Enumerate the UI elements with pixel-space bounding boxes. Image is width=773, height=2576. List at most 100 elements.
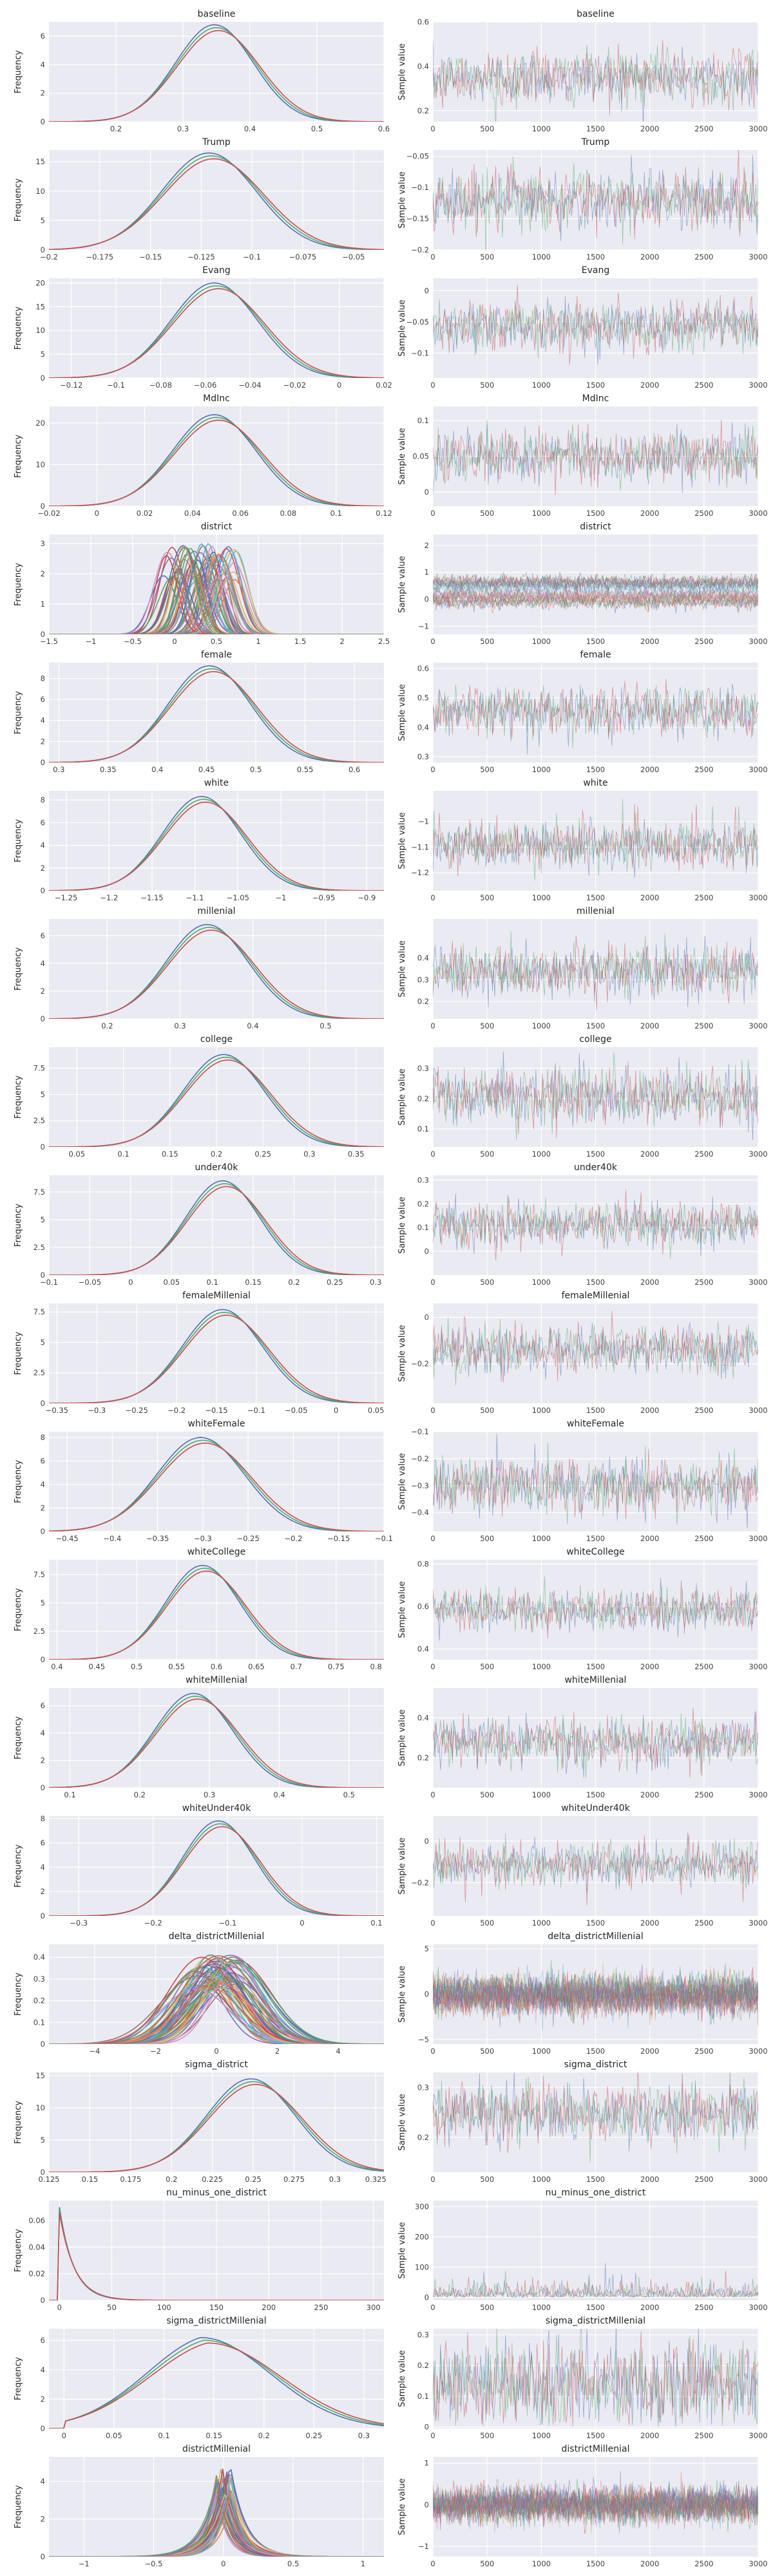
subplot-title: millenial (577, 906, 615, 916)
trace-line (433, 679, 758, 739)
x-tick-label: 0 (57, 2303, 62, 2312)
x-tick-label: 1000 (532, 1534, 551, 1543)
y-tick-label: 6 (41, 695, 45, 704)
y-tick-label: 0.1 (417, 1124, 429, 1133)
x-tick-label: 0.2 (101, 1021, 113, 1030)
density-plot-female: 0.3 0.35 0.4 0.45 0.5 0.55 0.6 0 2 4 6 8 female Frequ… (14, 650, 384, 774)
trace-plot-Trump: 0 500 1000 1500 2000 2500 3000 −0.2 −0.15 −0.1 −0.… (397, 137, 768, 261)
trace-line (433, 587, 758, 607)
y-tick-label: 2 (41, 1756, 45, 1765)
x-tick-label: 0.6 (378, 124, 390, 133)
x-tick-label: 0 (430, 2047, 435, 2056)
y-axis-label: Frequency (14, 2101, 23, 2144)
x-tick-label: 3000 (749, 381, 767, 390)
x-tick-label: 3000 (749, 509, 767, 518)
density-curve (49, 1698, 384, 1788)
x-tick-label: −0.12 (60, 381, 82, 390)
density-curve (49, 547, 384, 634)
x-tick-label: 2500 (694, 1918, 713, 1927)
y-tick-label: 2.5 (33, 1243, 45, 1252)
density-curve (49, 30, 384, 122)
density-plot-Trump: −0.2 −0.175 −0.15 −0.125 −0.1 −0.075 −0.05 0 5 10… (14, 137, 384, 261)
subplot-title: under40k (195, 1162, 239, 1173)
x-tick-label: 3000 (749, 2559, 767, 2568)
x-tick-label: 0 (430, 1534, 435, 1543)
y-tick-label: −0.3 (411, 1481, 429, 1490)
x-tick-label: 1000 (532, 124, 551, 133)
subplot-title: whiteCollege (187, 1547, 246, 1557)
x-tick-label: −0.2 (284, 1534, 302, 1543)
density-curve (49, 2479, 384, 2557)
trace-line (433, 155, 758, 242)
y-tick-label: 5 (41, 1090, 45, 1099)
x-tick-label: −0.1 (218, 1918, 236, 1927)
density-curve (49, 559, 384, 634)
y-tick-label: 5 (425, 1944, 429, 1953)
y-tick-label: −0.05 (406, 152, 429, 161)
y-axis-label: Frequency (14, 435, 23, 478)
density-plot-whiteFemale: −0.45 −0.4 −0.35 −0.3 −0.25 −0.2 −0.15 −0.1 0 2 4 6… (14, 1419, 393, 1543)
trace-line (433, 2480, 758, 2526)
x-tick-label: 2000 (640, 2431, 659, 2440)
x-tick-label: 500 (480, 1406, 494, 1415)
trace-line (433, 2263, 758, 2298)
y-tick-label: −1 (418, 817, 429, 826)
x-tick-label: 2 (339, 637, 344, 646)
density-curve (49, 2492, 384, 2557)
density-curve (49, 671, 384, 762)
trace-line (433, 1969, 758, 2017)
y-tick-label: 0.4 (417, 954, 429, 963)
y-tick-label: 2 (41, 89, 45, 98)
x-tick-label: 0.04 (184, 509, 201, 518)
x-tick-label: 500 (480, 381, 494, 390)
x-tick-label: 500 (480, 2559, 494, 2568)
y-tick-label: 0.6 (417, 17, 429, 26)
y-axis-label: Frequency (14, 2229, 23, 2272)
x-tick-label: 500 (480, 252, 494, 261)
y-tick-label: 0 (41, 1271, 45, 1280)
x-tick-label: 0 (430, 1790, 435, 1799)
x-tick-label: 3000 (749, 1150, 767, 1159)
x-tick-label: 2000 (640, 2047, 659, 2056)
y-tick-label: −1.1 (411, 842, 429, 851)
trace-line (433, 1580, 758, 1638)
trace-line (433, 419, 758, 495)
x-tick-label: 500 (480, 1534, 494, 1543)
trace-plot-nu_minus_one_district: 0 500 1000 1500 2000 2500 3000 0 100 200 300 nu_min… (397, 2188, 768, 2312)
x-tick-label: 0.25 (254, 1150, 271, 1159)
density-curve (49, 419, 384, 506)
subplot-title: MdInc (203, 393, 230, 404)
y-tick-label: 0.2 (417, 997, 429, 1006)
x-tick-label: −0.3 (88, 1406, 106, 1415)
x-tick-label: 0.05 (368, 1406, 385, 1415)
y-axis-label: Sample value (397, 1197, 407, 1253)
density-curve (49, 158, 384, 250)
x-tick-label: 2000 (640, 381, 659, 390)
subplot-title: district (580, 522, 611, 532)
trace-line (433, 2072, 758, 2162)
x-tick-label: 500 (480, 124, 494, 133)
x-tick-label: 1000 (532, 1021, 551, 1030)
y-tick-label: 6 (41, 2336, 45, 2345)
trace-plot-baseline: 0 500 1000 1500 2000 2500 3000 0.2 0.4 0.6 baselin… (397, 9, 768, 133)
trace-line (433, 585, 758, 606)
y-tick-label: 0.3 (417, 975, 429, 984)
x-tick-label: 500 (480, 637, 494, 646)
x-tick-label: 3000 (749, 893, 767, 902)
y-tick-label: 7.5 (33, 1064, 45, 1073)
trace-plot-whiteMillenial: 0 500 1000 1500 2000 2500 3000 0.2 0.4 whiteMille… (397, 1675, 768, 1799)
x-tick-label: 1000 (532, 2431, 551, 2440)
y-axis-label: Sample value (397, 2094, 407, 2150)
x-tick-label: 0.35 (348, 1150, 365, 1159)
density-curve (49, 1958, 384, 2044)
density-curve (49, 1966, 384, 2044)
density-curve (49, 577, 384, 634)
y-tick-label: 0.3 (417, 2083, 429, 2092)
x-tick-label: 1500 (586, 2047, 605, 2056)
y-tick-label: 3 (41, 539, 45, 548)
y-tick-label: 0.2 (417, 1199, 429, 1208)
x-tick-label: 300 (367, 2303, 381, 2312)
density-curve (49, 559, 384, 634)
x-tick-label: 0.8 (370, 1662, 381, 1671)
y-tick-label: 20 (35, 278, 45, 287)
